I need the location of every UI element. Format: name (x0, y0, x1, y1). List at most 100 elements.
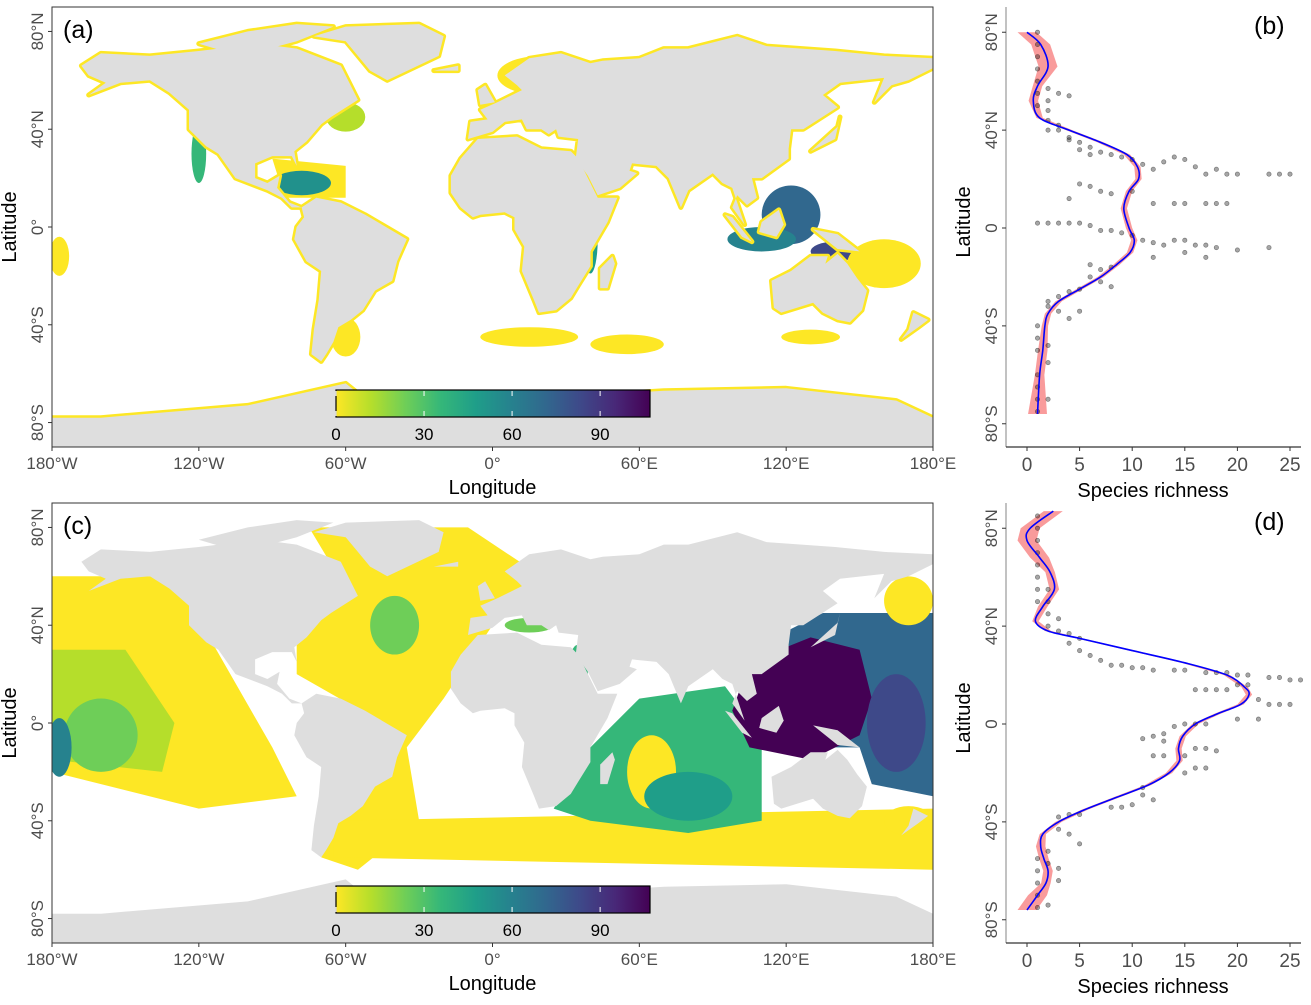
data-point (1035, 513, 1041, 519)
data-point (1119, 804, 1125, 810)
data-point (1108, 152, 1114, 158)
colorbar-tick-label: 0 (331, 425, 340, 444)
data-point (1182, 667, 1188, 673)
data-point (1266, 701, 1272, 707)
x-tick-label: 180°E (910, 950, 957, 969)
land-australia (771, 749, 867, 819)
y-tick-label: 0° (28, 715, 47, 731)
data-point (1035, 905, 1041, 911)
data-point (1035, 562, 1041, 568)
land-namerica (81, 539, 358, 704)
data-point (1045, 298, 1051, 304)
data-point (1192, 242, 1198, 248)
data-point (1087, 183, 1093, 189)
data-point (1161, 159, 1167, 165)
data-point (1035, 220, 1041, 226)
data-point (1035, 41, 1041, 47)
colorbar-tick-label: 60 (503, 425, 522, 444)
data-point (1098, 227, 1104, 233)
data-point (1098, 267, 1104, 273)
data-point (1045, 848, 1051, 854)
data-point (1255, 697, 1261, 703)
x-tick-label: 120°W (173, 950, 224, 969)
data-point (1161, 738, 1167, 744)
data-point (1066, 831, 1072, 837)
richness-region (52, 236, 70, 276)
data-point (1150, 797, 1156, 803)
data-point (1150, 733, 1156, 739)
y-tick-label: 80°S (28, 404, 47, 441)
richness-region (370, 595, 420, 655)
data-point (1035, 586, 1041, 592)
data-point (1035, 574, 1041, 580)
richness-region (644, 771, 733, 821)
x-tick-label: 180°W (26, 454, 77, 473)
land-eurasia (468, 532, 933, 721)
y-tick-label: 40°N (28, 606, 47, 644)
data-point (1035, 537, 1041, 543)
data-point (1150, 166, 1156, 172)
data-point (1245, 672, 1251, 678)
x-tick-label: 60°W (325, 454, 367, 473)
data-point (1182, 770, 1188, 776)
smooth-line (1026, 31, 1141, 415)
land-greenland (313, 24, 444, 81)
data-point (1056, 878, 1062, 884)
data-point (1140, 792, 1146, 798)
x-tick-label: 60°W (325, 950, 367, 969)
data-point (1150, 201, 1156, 207)
data-point (1140, 736, 1146, 742)
x-tick-label: 20 (1227, 951, 1248, 972)
data-point (1203, 745, 1209, 751)
x-tick-label: 5 (1074, 455, 1085, 476)
land-uk (477, 85, 495, 105)
land-greenland (313, 520, 444, 577)
panel-label: (a) (63, 16, 94, 44)
data-point (1056, 616, 1062, 622)
map-panel-2 (52, 520, 933, 943)
data-point (1087, 223, 1093, 229)
land-australia (771, 253, 867, 323)
data-point (1140, 665, 1146, 671)
data-point (1298, 677, 1304, 683)
data-point (1119, 230, 1125, 236)
data-point (1056, 814, 1062, 820)
land-sumatra (725, 710, 752, 738)
colorbar-tick-label: 0 (331, 921, 340, 940)
y-tick-label: 40°S (28, 306, 47, 343)
x-tick-label: 120°E (763, 950, 810, 969)
y-tick-label: 80°N (28, 12, 47, 50)
data-point (1087, 652, 1093, 658)
data-point (1182, 237, 1188, 243)
y-tick-label: 0 (982, 719, 1001, 728)
data-point (1224, 171, 1230, 177)
x-tick-label: 15 (1174, 455, 1195, 476)
land-arctic (198, 24, 334, 51)
data-point (1045, 342, 1051, 348)
data-point (1108, 804, 1114, 810)
land-japan (810, 117, 840, 152)
data-point (1203, 171, 1209, 177)
y-tick-label: 80°N (982, 509, 1001, 547)
profile-panel-1 (1017, 29, 1293, 415)
data-point (1203, 254, 1209, 260)
x-tick-label: 0° (484, 950, 500, 969)
data-point (1056, 826, 1062, 832)
x-tick-label: 25 (1279, 455, 1300, 476)
y-tick-label: 80°S (982, 405, 1001, 442)
land-newzealand (901, 808, 929, 836)
data-point (1150, 240, 1156, 246)
data-point (1045, 127, 1051, 133)
land-newguinea (813, 725, 860, 748)
data-point (1066, 137, 1072, 143)
data-point (1056, 127, 1062, 133)
richness-region (847, 239, 921, 289)
land-iceland (433, 561, 459, 567)
data-point (1182, 249, 1188, 255)
richness-region (884, 576, 933, 626)
data-point (1140, 161, 1146, 167)
data-point (1203, 687, 1209, 693)
data-point (1171, 723, 1177, 729)
data-point (1192, 745, 1198, 751)
